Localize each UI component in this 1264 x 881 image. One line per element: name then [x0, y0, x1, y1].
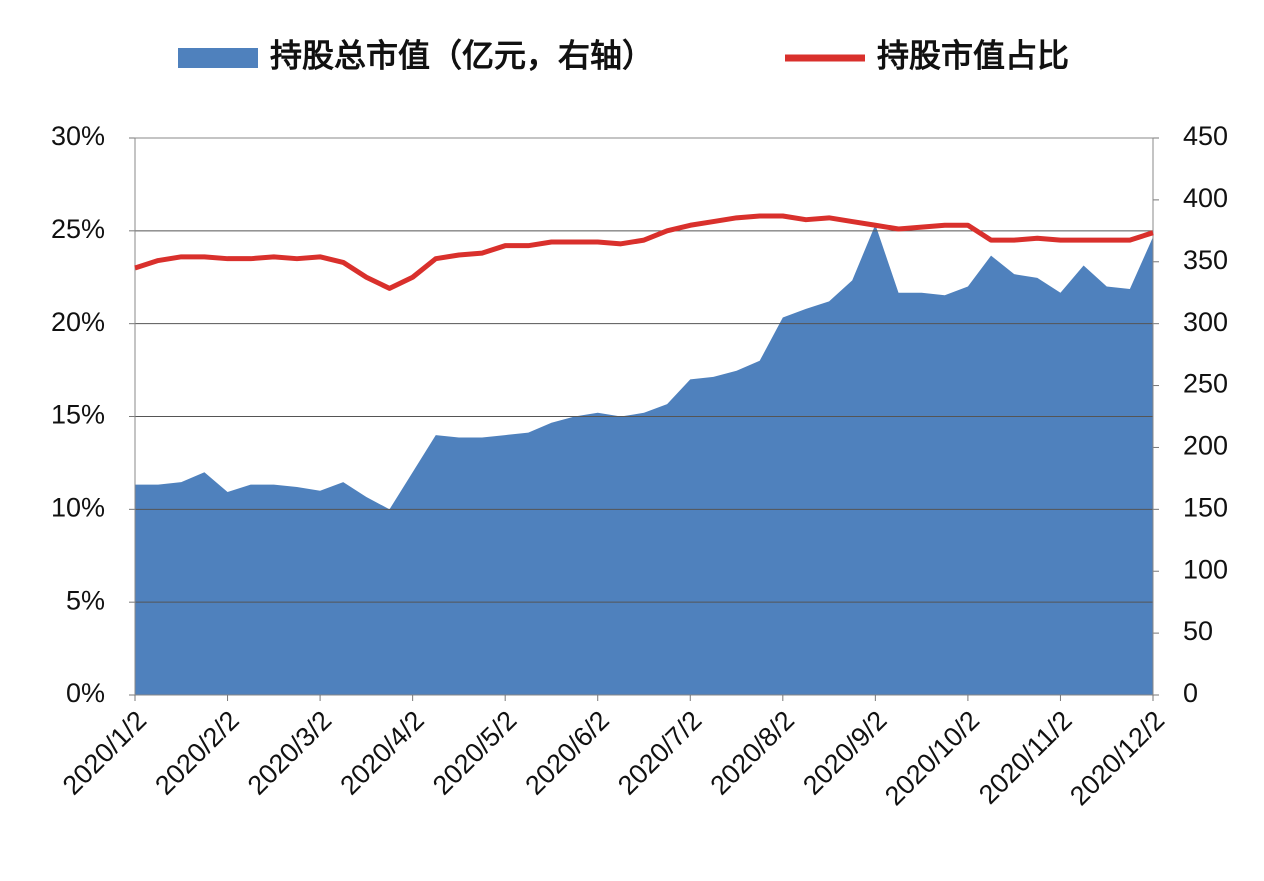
plot-frame: [134, 137, 1154, 696]
y2-tick-label: 300: [1183, 307, 1228, 337]
y2-tick-label: 0: [1183, 678, 1198, 708]
y-tick-label: 15%: [51, 400, 105, 430]
y2-tick-label: 50: [1183, 616, 1213, 646]
x-tick-label: 2020/9/2: [797, 705, 893, 801]
y2-tick-label: 200: [1183, 431, 1228, 461]
x-tick-label: 2020/3/2: [242, 705, 338, 801]
y-tick-label: 5%: [66, 585, 105, 615]
legend-label: 持股总市值（亿元，右轴）: [270, 37, 654, 73]
x-tick-label: 2020/5/2: [427, 705, 523, 801]
legend-label: 持股市值占比: [877, 37, 1069, 73]
x-tick-label: 2020/6/2: [519, 705, 615, 801]
plot-layer: [135, 224, 1153, 695]
x-tick-label: 2020/8/2: [705, 705, 801, 801]
y-tick-label: 20%: [51, 307, 105, 337]
y-tick-label: 0%: [66, 678, 105, 708]
x-tick-label: 2020/2/2: [149, 705, 245, 801]
legend-swatch: [178, 48, 258, 68]
y2-tick-label: 400: [1183, 183, 1228, 213]
y2-tick-label: 450: [1183, 121, 1228, 151]
y2-tick-label: 150: [1183, 492, 1228, 522]
x-tick-label: 2020/4/2: [334, 705, 430, 801]
x-tick-label: 2020/1/2: [57, 705, 153, 801]
x-tick-label: 2020/11/2: [973, 705, 1078, 810]
y2-tick-label: 100: [1183, 554, 1228, 584]
y2-tick-label: 350: [1183, 245, 1228, 275]
y-tick-label: 10%: [51, 492, 105, 522]
line: [134, 213, 1154, 291]
x-tick-label: 2020/7/2: [612, 705, 708, 801]
y-tick-label: 30%: [51, 121, 105, 151]
y2-tick-label: 250: [1183, 369, 1228, 399]
grid-layer: [129, 137, 1159, 701]
x-tick-label: 2020/12/2: [1064, 705, 1170, 811]
x-tick-label: 2020/10/2: [879, 705, 985, 811]
y-tick-label: 25%: [51, 214, 105, 244]
area: [135, 224, 1153, 695]
